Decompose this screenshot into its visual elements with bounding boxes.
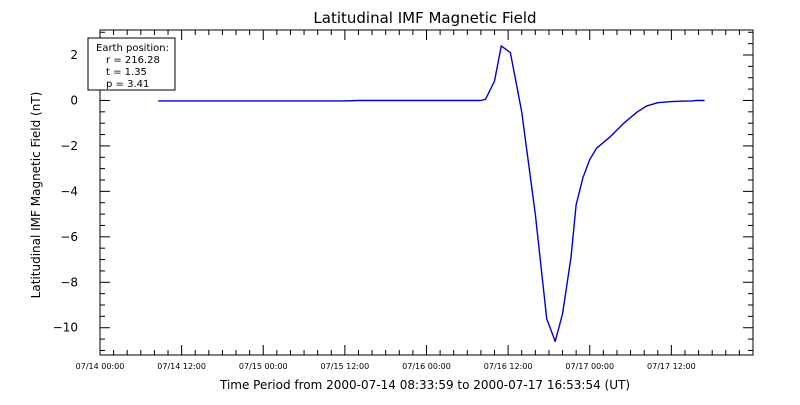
- legend-entry: t = 1.35: [106, 67, 147, 78]
- y-axis-label: Latitudinal IMF Magnetic Field (nT): [29, 92, 43, 299]
- x-tick-label: 07/17 12:00: [647, 362, 696, 371]
- y-tick-label: −6: [60, 230, 78, 244]
- x-axis-label: Time Period from 2000-07-14 08:33:59 to …: [219, 378, 630, 392]
- y-tick-label: −8: [60, 275, 78, 289]
- legend-box: Earth position:r = 216.28t = 1.35p = 3.4…: [87, 37, 176, 91]
- x-tick-label: 07/14 12:00: [157, 362, 206, 371]
- chart-title: Latitudinal IMF Magnetic Field: [313, 9, 536, 27]
- x-tick-label: 07/15 00:00: [239, 362, 288, 371]
- y-tick-label: −4: [60, 184, 78, 198]
- legend-entry: p = 3.41: [106, 79, 149, 90]
- data-series-line: [158, 45, 705, 343]
- legend-entry: r = 216.28: [106, 55, 160, 66]
- x-tick-label: 07/16 00:00: [402, 362, 451, 371]
- y-tick-label: −2: [60, 139, 78, 153]
- y-tick-label: 2: [70, 48, 78, 62]
- y-tick-label: −10: [53, 321, 78, 335]
- legend-heading: Earth position:: [96, 43, 169, 54]
- y-tick-label: 0: [70, 93, 78, 107]
- series-layer: [158, 45, 705, 343]
- x-tick-label: 07/14 00:00: [76, 362, 125, 371]
- x-tick-label: 07/15 12:00: [321, 362, 370, 371]
- plot-frame: [99, 29, 754, 356]
- plot-border: [99, 29, 754, 356]
- x-axis: 07/14 00:00 07/14 12:00 07/15 00:00 07/15 1…: [76, 30, 754, 371]
- x-tick-label: 07/17 00:00: [565, 362, 614, 371]
- y-axis: 2 0 −2 −4 −6 −8 −10: [53, 31, 753, 351]
- legend-frame: [87, 37, 176, 91]
- x-tick-label: 07/16 12:00: [484, 362, 533, 371]
